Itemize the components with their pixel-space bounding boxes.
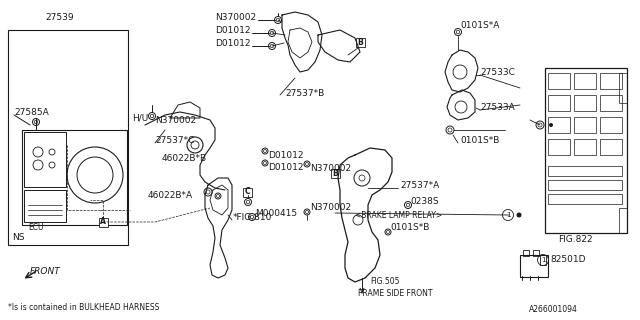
Text: <BRAKE LAMP RELAY>: <BRAKE LAMP RELAY> <box>355 211 442 220</box>
Bar <box>600 117 622 133</box>
Bar <box>548 95 570 111</box>
Bar <box>22 130 127 225</box>
Text: N370002: N370002 <box>215 12 256 21</box>
Text: 46022B*B: 46022B*B <box>162 154 207 163</box>
Text: M000415: M000415 <box>255 209 297 218</box>
Bar <box>600 95 622 111</box>
Text: D01012: D01012 <box>268 163 303 172</box>
Text: B: B <box>357 37 363 46</box>
Text: ECU: ECU <box>28 222 44 231</box>
Bar <box>243 188 252 196</box>
Bar <box>540 255 546 265</box>
Bar <box>8 30 128 245</box>
Text: N370002: N370002 <box>155 116 196 124</box>
Bar <box>355 37 365 46</box>
Bar <box>600 73 622 89</box>
Text: 82501D: 82501D <box>550 255 586 265</box>
Text: 27537*B: 27537*B <box>285 89 324 98</box>
Bar <box>574 117 596 133</box>
Text: 27539: 27539 <box>45 12 74 21</box>
Text: 0101S*B: 0101S*B <box>460 135 499 145</box>
Bar <box>574 95 596 111</box>
Text: 27533A: 27533A <box>480 102 515 111</box>
Text: 27537*C: 27537*C <box>155 135 195 145</box>
Bar <box>574 73 596 89</box>
Text: 0101S*A: 0101S*A <box>460 20 499 29</box>
Text: NS: NS <box>12 234 24 243</box>
Text: 27585A: 27585A <box>14 108 49 116</box>
Text: FIG.505: FIG.505 <box>370 276 399 285</box>
Text: N370002: N370002 <box>310 204 351 212</box>
Bar <box>548 166 622 176</box>
Bar <box>548 180 622 190</box>
Text: 0101S*B: 0101S*B <box>390 223 429 233</box>
Bar <box>574 139 596 155</box>
Text: B: B <box>332 169 338 178</box>
Text: H/U: H/U <box>132 114 148 123</box>
Bar <box>548 139 570 155</box>
Text: D01012: D01012 <box>215 26 250 35</box>
Bar <box>548 194 622 204</box>
Text: 1: 1 <box>541 257 545 263</box>
Text: 0238S: 0238S <box>410 197 438 206</box>
Bar <box>330 169 339 178</box>
Bar <box>548 73 570 89</box>
Bar <box>619 208 627 233</box>
Circle shape <box>550 124 552 126</box>
Circle shape <box>517 213 521 217</box>
Text: *FIG.810: *FIG.810 <box>233 213 273 222</box>
Text: 1: 1 <box>506 212 510 218</box>
Circle shape <box>502 210 513 220</box>
Text: D01012: D01012 <box>268 150 303 159</box>
Text: 27533C: 27533C <box>480 68 515 76</box>
Bar <box>24 132 66 187</box>
Text: FIG.822: FIG.822 <box>558 236 593 244</box>
Bar <box>548 117 570 133</box>
Text: N370002: N370002 <box>310 164 351 172</box>
Bar <box>24 190 66 222</box>
Bar <box>619 73 627 103</box>
Text: C: C <box>244 188 250 196</box>
Bar <box>99 218 108 227</box>
Bar <box>533 250 539 256</box>
Text: *Is is contained in BULKHEAD HARNESS: *Is is contained in BULKHEAD HARNESS <box>8 303 159 313</box>
Text: 27537*A: 27537*A <box>400 180 439 189</box>
Text: A: A <box>100 218 106 227</box>
Bar <box>520 255 548 277</box>
Bar <box>600 139 622 155</box>
Text: 46022B*A: 46022B*A <box>148 190 193 199</box>
Bar <box>545 68 627 233</box>
Text: FRONT: FRONT <box>30 268 61 276</box>
Text: A266001094: A266001094 <box>529 305 578 314</box>
Text: D01012: D01012 <box>215 38 250 47</box>
Text: FRAME SIDE FRONT: FRAME SIDE FRONT <box>358 289 433 298</box>
Circle shape <box>538 254 548 266</box>
Bar <box>523 250 529 256</box>
